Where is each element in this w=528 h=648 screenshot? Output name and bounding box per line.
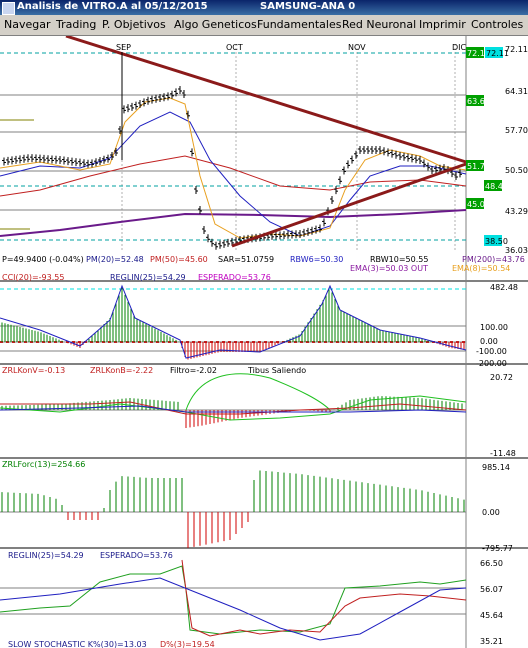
readout-ema8: EMA(8)=50.54 <box>452 264 510 273</box>
slow-stochastic-label: SLOW STOCHASTIC K%(30)=13.03 <box>8 640 147 648</box>
readout-pm50: PM(50)=45.60 <box>150 255 208 264</box>
axis-tick: 56.07 <box>480 585 503 594</box>
cci-label: CCI(20)=-93.55 <box>2 273 64 282</box>
zrl-panel: ZRLKonV=-0.13 ZRLKonB=-2.22 Filtro=-2.02… <box>0 366 516 458</box>
level-label: 51.76 <box>467 162 490 171</box>
axis-tick: 66.50 <box>480 559 503 568</box>
menu-trading[interactable]: Trading <box>56 18 97 31</box>
level-label: 45.03 <box>467 200 490 209</box>
month-nov: NOV <box>348 43 366 52</box>
title-bar: Analisis de VITRO.A al 05/12/2015 SAMSUN… <box>0 0 528 15</box>
stoch-green-line <box>0 565 467 635</box>
force-axis: 985.14 0.00 -795.77 <box>482 463 513 553</box>
menu-navegar[interactable]: Navegar <box>4 18 51 31</box>
zrl-red-line <box>0 401 467 415</box>
cci-axis: 482.48 100.00 0.00 -100.00 -200.00 <box>476 283 518 368</box>
zrl-labels: ZRLKonV=-0.13 ZRLKonB=-2.22 Filtro=-2.02… <box>2 366 306 375</box>
cci-panel: CCI(20)=-93.55 REGLIN(25)=54.29 ESPERADO… <box>0 273 518 368</box>
cci-line <box>0 284 467 359</box>
level-labels: 72.11 72.11 63.65 51.76 48.41 45.03 38.5… <box>466 47 509 246</box>
force-histogram <box>1 470 465 548</box>
axis-tick: 0.00 <box>480 337 498 346</box>
month-sep: SEP <box>116 43 131 52</box>
menu-bar: Navegar Trading P. Objetivos Algo Geneti… <box>0 15 528 36</box>
axis-tick: 482.48 <box>490 283 518 292</box>
menu-imprimir[interactable]: Imprimir <box>419 18 466 31</box>
axis-tick: -200.00 <box>476 359 507 368</box>
readout-ema3: EMA(3)=50.03 OUT <box>350 264 428 273</box>
axis-tick: 50.50 <box>505 166 528 175</box>
month-dic: DIC <box>452 43 467 52</box>
stoch-red-line <box>181 559 467 637</box>
readout-price: P=49.9400 (-0.04%) <box>2 255 84 264</box>
level-label: 48.41 <box>485 182 508 191</box>
zrlkonv-label: ZRLKonV=-0.13 <box>2 366 65 375</box>
pm50-line <box>0 155 467 197</box>
force-panel: ZRLForc(13)=254.66 985.14 0.00 -795.77 <box>0 460 513 553</box>
zrl-blue-line <box>0 405 467 413</box>
axis-tick: 43.29 <box>505 207 528 216</box>
level-label: 63.65 <box>467 97 490 106</box>
month-oct: OCT <box>226 43 243 52</box>
readout-rbw6: RBW6=50.30 <box>290 255 343 264</box>
stoch-panel: REGLIN(25)=54.29 ESPERADO=53.76 66.50 56… <box>0 551 503 648</box>
level-label: 72.11 <box>486 49 509 58</box>
cci-histogram <box>1 288 465 360</box>
resistance-trendline <box>65 36 467 164</box>
zrlforc-label: ZRLForc(13)=254.66 <box>2 460 85 469</box>
menu-algo-geneticos[interactable]: Algo Geneticos <box>174 18 257 31</box>
level-label: 38.50 <box>485 237 508 246</box>
axis-tick: 0.00 <box>482 508 500 517</box>
stoch-d-label: D%(3)=19.54 <box>160 640 215 648</box>
app-icon <box>2 2 15 15</box>
filtro-label: Filtro=-2.02 <box>170 366 217 375</box>
axis-tick: 20.72 <box>490 373 513 382</box>
reglin-label: REGLIN(25)=54.29 <box>110 273 186 282</box>
axis-tick: 35.21 <box>480 637 503 646</box>
axis-tick: -11.48 <box>490 449 516 458</box>
cci-labels: CCI(20)=-93.55 REGLIN(25)=54.29 ESPERADO… <box>2 273 271 282</box>
tibus-label: Tibus Saliendo <box>247 366 306 375</box>
menu-controles[interactable]: Controles <box>471 18 524 31</box>
pm20-line <box>0 111 467 237</box>
axis-tick: 45.64 <box>480 611 503 620</box>
readout-rbw10: RBW10=50.55 <box>370 255 428 264</box>
axis-tick: -100.00 <box>476 347 507 356</box>
readout-pm200: PM(200)=43.76 <box>462 255 525 264</box>
menu-p-objetivos[interactable]: P. Objetivos <box>102 18 166 31</box>
stoch-blue-line <box>0 577 467 641</box>
level-lines <box>0 52 466 241</box>
esperado-label: ESPERADO=53.76 <box>198 273 271 282</box>
month-gridlines <box>121 44 456 252</box>
tibus-curve <box>185 373 331 411</box>
axis-tick: 57.70 <box>505 126 528 135</box>
menu-red-neuronal[interactable]: Red Neuronal <box>342 18 417 31</box>
zrl-axis: 20.72 -11.48 <box>490 373 516 458</box>
chart-area: SEP OCT NOV DIC P <box>0 36 528 648</box>
pm200-line <box>0 209 467 237</box>
axis-tick: 36.03 <box>505 246 528 255</box>
stoch-axis: 66.50 56.07 45.64 35.21 <box>480 559 503 646</box>
zrlkonb-label: ZRLKonB=-2.22 <box>90 366 153 375</box>
stoch-reglin-label: REGLIN(25)=54.29 <box>8 551 84 560</box>
menu-fundamentales[interactable]: Fundamentales <box>257 18 342 31</box>
axis-tick: 64.31 <box>505 87 528 96</box>
axis-tick: 985.14 <box>482 463 510 472</box>
readout-sar: SAR=51.0759 <box>218 255 274 264</box>
window-title: Analisis de VITRO.A al 05/12/2015 <box>17 1 208 12</box>
price-readouts: P=49.9400 (-0.04%) PM(20)=52.48 PM(50)=4… <box>2 255 525 273</box>
ema-line <box>0 97 467 239</box>
axis-tick: 72.11 <box>505 45 528 54</box>
price-axis: 72.11 64.31 57.70 50.50 43.29 36.03 <box>505 45 528 255</box>
instrument-title: SAMSUNG-ANA 0 <box>260 1 356 12</box>
axis-tick: -795.77 <box>482 544 513 553</box>
axis-tick: 100.00 <box>480 323 508 332</box>
price-panel: SEP OCT NOV DIC P <box>0 36 528 273</box>
readout-pm20: PM(20)=52.48 <box>86 255 144 264</box>
level-label: 72.11 <box>467 49 490 58</box>
stoch-esperado-label: ESPERADO=53.76 <box>100 551 173 560</box>
support-trendline <box>231 162 467 248</box>
price-bars <box>2 86 462 250</box>
